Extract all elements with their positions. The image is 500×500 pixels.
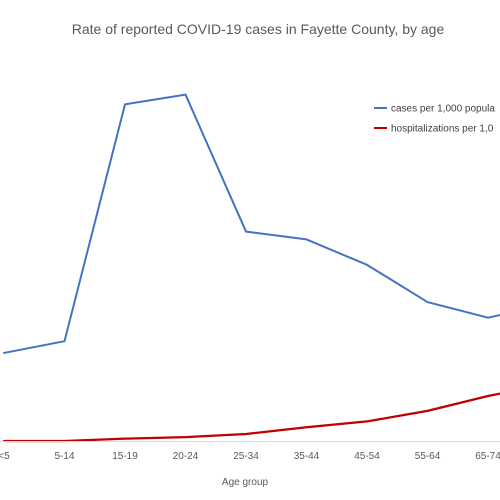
x-tick-labels: <5 5-14 15-19 20-24 25-34 35-44 45-54 55-64 65-7… [0,451,500,462]
series-line-cases [3,93,500,354]
legend: cases per 1,000 popula hospitalizations … [374,104,495,135]
x-tick-label: 25-34 [233,451,259,462]
x-tick-label: 55-64 [415,451,441,462]
x-tick-label: 65-74 [475,451,500,462]
x-axis-title: Age group [222,477,269,488]
legend-label-cases: cases per 1,000 popula [391,104,495,115]
plot-area [2,93,500,443]
x-tick-label: 5-14 [54,451,74,462]
legend-label-hospitalizations: hospitalizations per 1,0 [391,124,494,135]
x-tick-label: 15-19 [112,451,138,462]
chart-title: Rate of reported COVID-19 cases in Fayet… [72,21,445,37]
x-tick-label: 35-44 [294,451,320,462]
series-line-hospitalizations [2,392,500,443]
x-tick-label: 20-24 [173,451,199,462]
x-tick-label: 45-54 [354,451,380,462]
x-tick-label: <5 [0,451,10,462]
